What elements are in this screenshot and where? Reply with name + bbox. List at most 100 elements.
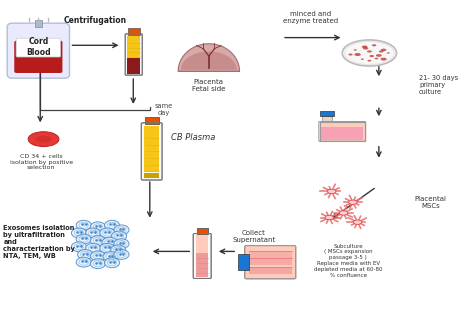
- Bar: [248, 267, 292, 273]
- Circle shape: [120, 227, 125, 231]
- Text: Collect
Supernatant: Collect Supernatant: [232, 230, 275, 243]
- Ellipse shape: [328, 189, 336, 193]
- Circle shape: [72, 242, 87, 252]
- Circle shape: [109, 254, 114, 257]
- Ellipse shape: [372, 44, 376, 46]
- Ellipse shape: [376, 54, 382, 57]
- Ellipse shape: [367, 60, 371, 61]
- Circle shape: [83, 260, 88, 263]
- Circle shape: [97, 238, 101, 241]
- Bar: [321, 127, 363, 140]
- Circle shape: [76, 257, 91, 267]
- Circle shape: [72, 228, 87, 238]
- Circle shape: [78, 244, 83, 248]
- Bar: [127, 36, 140, 58]
- Circle shape: [84, 252, 89, 255]
- Ellipse shape: [354, 49, 357, 51]
- Bar: [144, 173, 159, 178]
- Circle shape: [114, 250, 129, 259]
- FancyBboxPatch shape: [14, 41, 63, 73]
- Text: 21- 30 days
primary
culture: 21- 30 days primary culture: [419, 75, 458, 95]
- FancyBboxPatch shape: [193, 234, 211, 278]
- Circle shape: [90, 222, 105, 232]
- Text: same
day: same day: [155, 104, 173, 116]
- Bar: [248, 251, 292, 257]
- Bar: [144, 126, 159, 172]
- Circle shape: [97, 261, 101, 264]
- Circle shape: [97, 254, 101, 257]
- Ellipse shape: [363, 47, 368, 50]
- Circle shape: [86, 228, 100, 238]
- Circle shape: [109, 240, 113, 243]
- Circle shape: [111, 260, 116, 263]
- Circle shape: [111, 223, 116, 226]
- Ellipse shape: [367, 50, 372, 53]
- FancyBboxPatch shape: [125, 34, 142, 75]
- Bar: [248, 258, 292, 265]
- Circle shape: [90, 236, 105, 246]
- Circle shape: [103, 252, 118, 261]
- Ellipse shape: [374, 58, 378, 59]
- Circle shape: [110, 245, 126, 255]
- Ellipse shape: [325, 215, 334, 220]
- FancyBboxPatch shape: [16, 38, 61, 57]
- Circle shape: [114, 225, 129, 235]
- Circle shape: [100, 228, 115, 238]
- Bar: [197, 228, 208, 235]
- Ellipse shape: [339, 211, 348, 215]
- Circle shape: [92, 246, 97, 249]
- Text: Placental
MSCs: Placental MSCs: [415, 196, 447, 209]
- Ellipse shape: [369, 55, 374, 57]
- Circle shape: [90, 251, 105, 261]
- Ellipse shape: [28, 132, 59, 146]
- Circle shape: [78, 250, 92, 259]
- Circle shape: [106, 231, 111, 234]
- Text: Subculture
( MSCs expansion
passage 3-5 )
Replace media with EV
depleted media a: Subculture ( MSCs expansion passage 3-5 …: [314, 243, 383, 277]
- Bar: [320, 111, 334, 116]
- Circle shape: [78, 231, 83, 234]
- Ellipse shape: [348, 53, 353, 56]
- Bar: [127, 58, 140, 74]
- Bar: [35, 20, 42, 27]
- Circle shape: [118, 234, 123, 237]
- Text: Cord
Blood: Cord Blood: [26, 37, 51, 57]
- FancyBboxPatch shape: [245, 246, 296, 279]
- Ellipse shape: [353, 220, 362, 224]
- Circle shape: [117, 248, 122, 251]
- Text: CD 34 + cells
isolation by positive
selection: CD 34 + cells isolation by positive sele…: [9, 154, 73, 171]
- FancyBboxPatch shape: [7, 23, 70, 78]
- Circle shape: [100, 243, 115, 253]
- Ellipse shape: [379, 50, 383, 53]
- Ellipse shape: [355, 53, 361, 56]
- Circle shape: [86, 243, 100, 253]
- Polygon shape: [181, 52, 237, 70]
- Ellipse shape: [35, 136, 52, 142]
- Bar: [238, 255, 248, 270]
- Circle shape: [114, 239, 129, 249]
- Ellipse shape: [387, 52, 390, 54]
- Ellipse shape: [342, 40, 397, 66]
- Text: CB Plasma: CB Plasma: [171, 133, 215, 142]
- Text: Exosomes isolation
by ultrafiltration
and
characterization by
NTA, TEM, WB: Exosomes isolation by ultrafiltration an…: [3, 225, 75, 259]
- Ellipse shape: [362, 45, 367, 48]
- Circle shape: [83, 237, 88, 240]
- Circle shape: [120, 241, 125, 244]
- Bar: [196, 235, 209, 277]
- Circle shape: [104, 258, 119, 268]
- Ellipse shape: [381, 58, 387, 61]
- Circle shape: [83, 223, 88, 226]
- Text: Centrifugation: Centrifugation: [64, 16, 127, 25]
- Text: Placenta
Fetal side: Placenta Fetal side: [192, 79, 226, 92]
- Bar: [196, 253, 209, 277]
- Circle shape: [76, 234, 91, 244]
- Circle shape: [97, 224, 101, 227]
- Circle shape: [111, 231, 127, 241]
- Circle shape: [106, 246, 111, 249]
- Circle shape: [76, 220, 91, 230]
- Ellipse shape: [361, 58, 364, 60]
- Bar: [128, 28, 140, 35]
- Bar: [322, 116, 332, 122]
- FancyBboxPatch shape: [141, 123, 162, 180]
- Circle shape: [90, 259, 105, 269]
- Ellipse shape: [381, 49, 386, 51]
